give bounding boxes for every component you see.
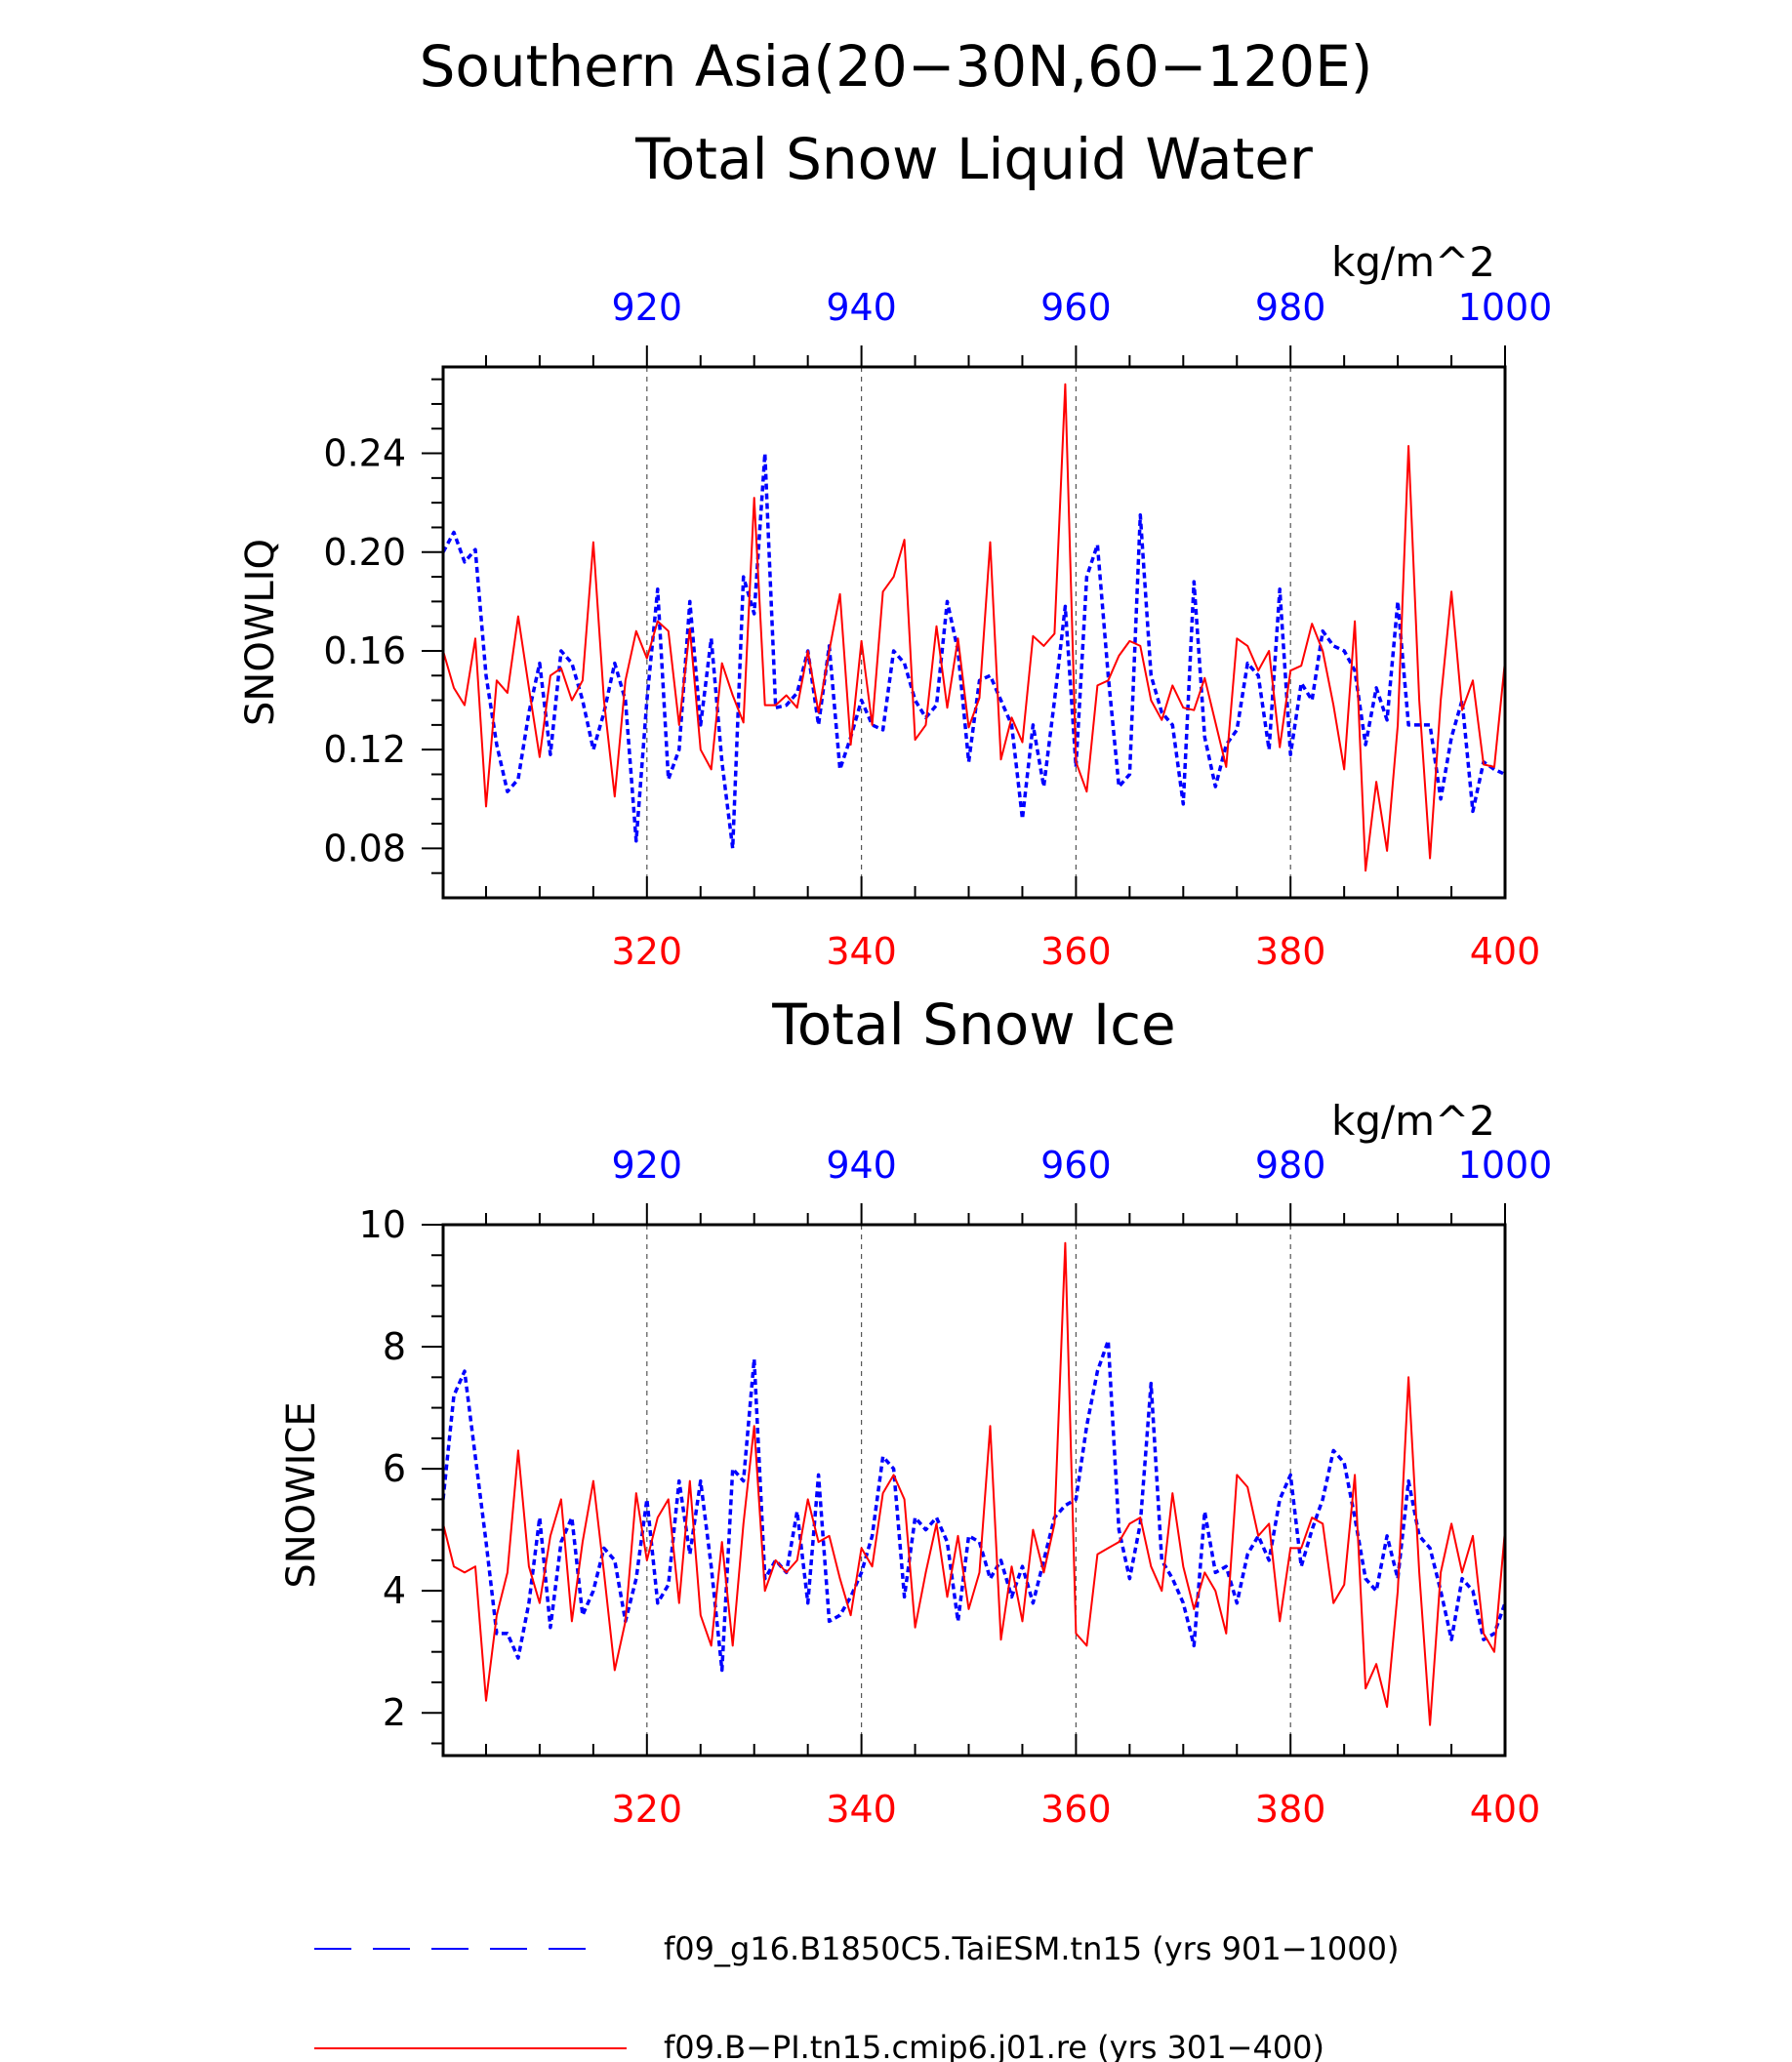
grid-snowice (646, 1225, 1291, 1756)
units-label-snowliq: kg/m^2 (1331, 238, 1495, 286)
x-tick-label-top-snowice: 980 (1255, 1144, 1326, 1187)
x-tick-label-bottom-snowice: 320 (612, 1788, 683, 1831)
x-tick-label-top-snowice: 920 (612, 1144, 683, 1187)
x-tick-label-top-snowliq: 960 (1040, 286, 1112, 329)
legend-label-red: f09.B−PI.tn15.cmip6.j01.re (yrs 301−400) (664, 2029, 1324, 2062)
panel-title-snowice: Total Snow Ice (771, 991, 1176, 1058)
panel-title-snowliq: Total Snow Liquid Water (634, 126, 1313, 192)
x-tick-label-bottom-snowice: 380 (1255, 1788, 1326, 1831)
plot-frame-snowice (441, 1223, 1507, 1758)
series-red-line-snowice (442, 1241, 1506, 1726)
x-tick-label-bottom-snowliq: 380 (1255, 930, 1326, 973)
y-tick-label-snowice: 8 (383, 1325, 406, 1368)
y-tick-label-snowliq: 0.20 (323, 531, 406, 574)
y-tick-label-snowice: 4 (383, 1569, 406, 1612)
panel-snowice: Total Snow Ice kg/m^2 SNOWICE 320 340 360 3… (279, 991, 1552, 1831)
panel-snowliq: Total Snow Liquid Water kg/m^2 SNOWLIQ 3… (238, 126, 1552, 973)
legend: f09_g16.B1850C5.TaiESM.tn15 (yrs 901−100… (314, 1930, 1399, 2062)
figure-title: Southern Asia(20−30N,60−120E) (420, 33, 1373, 100)
y-tick-label-snowice: 2 (383, 1691, 406, 1734)
y-tick-label-snowliq: 0.12 (323, 728, 406, 771)
y-tick-label-snowice: 10 (359, 1203, 406, 1246)
y-tick-label-snowice: 6 (383, 1447, 406, 1490)
y-tick-label-snowliq: 0.16 (323, 629, 406, 672)
units-label-snowice: kg/m^2 (1331, 1097, 1495, 1145)
series-red-line-snowliq (442, 383, 1506, 872)
legend-label-blue: f09_g16.B1850C5.TaiESM.tn15 (yrs 901−100… (664, 1930, 1399, 1967)
y-tick-label-snowliq: 0.08 (323, 827, 406, 869)
x-tick-label-top-snowice: 960 (1040, 1144, 1112, 1187)
x-tick-label-bottom-snowice: 400 (1470, 1788, 1541, 1831)
x-tick-label-bottom-snowice: 340 (826, 1788, 897, 1831)
y-tick-label-snowliq: 0.24 (323, 432, 406, 475)
plot-frame-snowliq (441, 365, 1507, 900)
x-tick-label-top-snowliq: 920 (612, 286, 683, 329)
series-lines-snowice (441, 1241, 1507, 1726)
series-lines-snowliq (441, 383, 1506, 872)
x-tick-label-top-snowliq: 1000 (1458, 286, 1553, 329)
y-axis-label-snowice: SNOWICE (279, 1401, 324, 1588)
y-axis-label-snowliq: SNOWLIQ (238, 539, 283, 726)
series-blue-line-snowice (441, 1339, 1507, 1673)
x-tick-label-bottom-snowliq: 400 (1470, 930, 1541, 973)
x-tick-label-top-snowice: 1000 (1458, 1144, 1553, 1187)
x-tick-label-bottom-snowliq: 340 (826, 930, 897, 973)
x-tick-label-bottom-snowliq: 360 (1040, 930, 1112, 973)
x-tick-label-top-snowliq: 980 (1255, 286, 1326, 329)
axes-snowice: 320 340 360 380 400 920 940 960 980 1000 2 4 6 8 10 (359, 1144, 1553, 1831)
x-tick-label-bottom-snowice: 360 (1040, 1788, 1112, 1831)
x-tick-label-bottom-snowliq: 320 (612, 930, 683, 973)
series-blue-line-snowliq (441, 451, 1506, 851)
axes-snowliq: 320 340 360 380 400 920 940 960 980 1000 0.08 0.12 0… (323, 286, 1552, 973)
x-tick-label-top-snowliq: 940 (826, 286, 897, 329)
x-tick-label-top-snowice: 940 (826, 1144, 897, 1187)
grid-snowliq (646, 367, 1291, 898)
